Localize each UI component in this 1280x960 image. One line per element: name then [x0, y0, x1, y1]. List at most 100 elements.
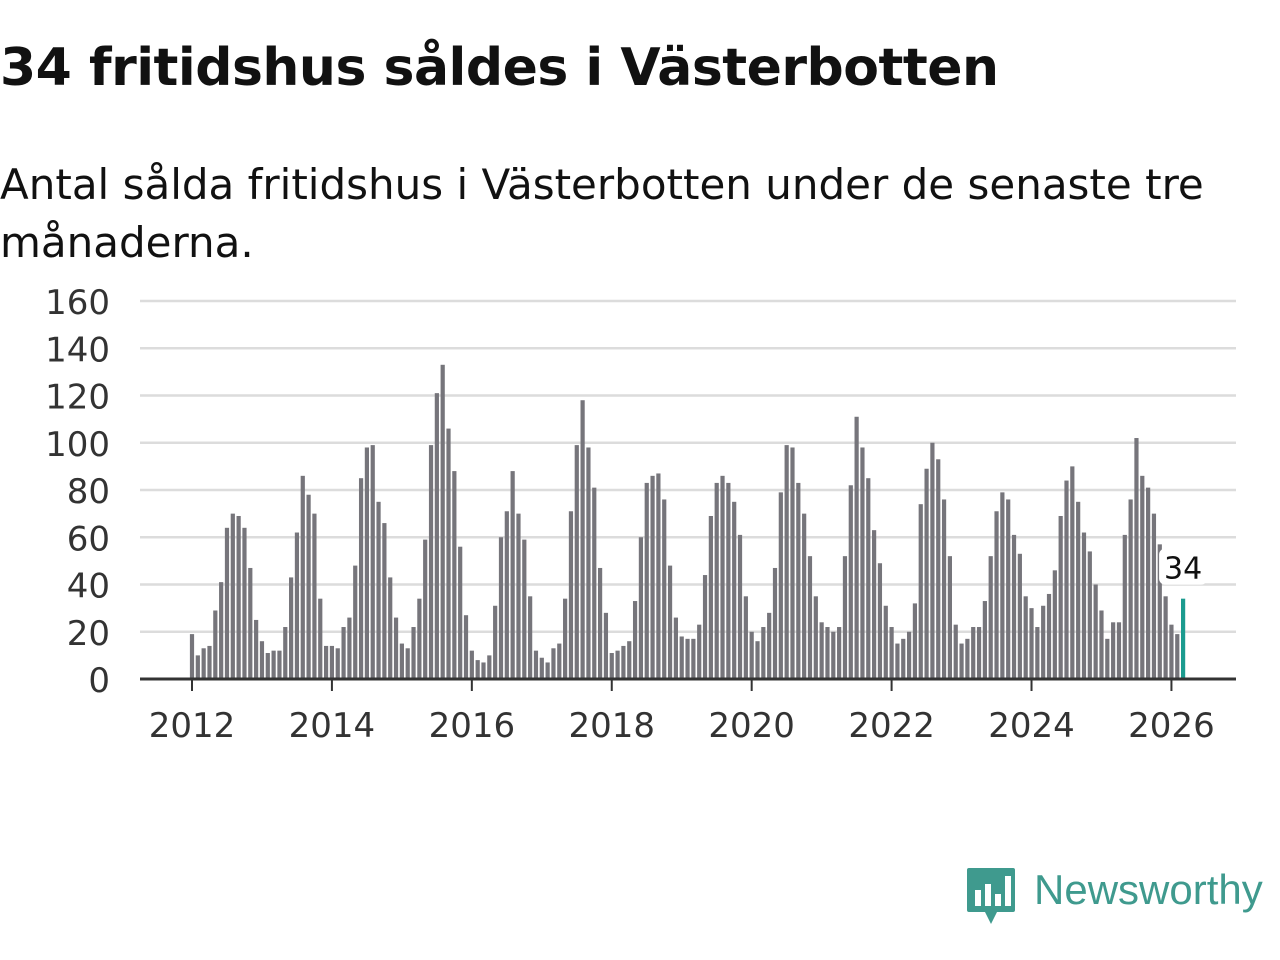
bar — [230, 513, 235, 680]
bar — [667, 565, 673, 679]
bar — [312, 513, 317, 680]
bar — [603, 612, 609, 679]
bar — [767, 612, 772, 679]
bar — [1151, 513, 1157, 680]
value-label-bg — [1159, 548, 1208, 585]
x-tick-label: 2014 — [289, 706, 376, 746]
bar — [1116, 622, 1122, 679]
bar — [673, 617, 678, 679]
y-tick-label: 100 — [45, 425, 110, 465]
bar — [714, 482, 719, 679]
bar — [353, 565, 358, 679]
bar — [807, 556, 813, 679]
bar — [242, 527, 247, 679]
bar — [510, 471, 515, 679]
bar — [592, 487, 597, 679]
bar — [609, 653, 614, 679]
bar — [1011, 534, 1017, 679]
bar — [335, 648, 340, 679]
bar-highlight — [1181, 598, 1186, 679]
bar — [755, 641, 760, 679]
bar — [1169, 624, 1174, 679]
brand-name: Newsworthy — [1034, 866, 1263, 913]
bar — [947, 556, 952, 679]
bar — [848, 485, 853, 679]
bar — [528, 596, 533, 679]
bar — [889, 627, 894, 679]
bar — [772, 567, 778, 679]
bar — [924, 468, 929, 679]
bar — [732, 501, 737, 679]
bar — [254, 619, 259, 679]
bar — [1070, 466, 1075, 680]
bar — [294, 532, 300, 679]
bar — [1000, 492, 1005, 679]
y-tick-label: 40 — [67, 567, 110, 607]
bar — [277, 650, 282, 679]
bar — [399, 643, 404, 679]
bar — [341, 627, 346, 679]
bar — [1052, 570, 1057, 679]
bar — [440, 364, 445, 679]
bar — [318, 598, 323, 679]
bar — [749, 631, 754, 679]
bar — [417, 598, 422, 679]
bar — [1058, 515, 1063, 679]
bar — [685, 638, 690, 679]
bar — [819, 622, 824, 679]
bar — [743, 596, 748, 679]
bar — [825, 627, 830, 679]
bar — [895, 643, 900, 679]
bar — [259, 641, 265, 679]
y-axis: 0 20 40 60 80 100 120 140 160 — [45, 283, 110, 701]
bar — [813, 596, 818, 679]
bar — [656, 473, 661, 679]
bar — [446, 428, 451, 679]
bar — [778, 492, 783, 679]
bar — [976, 627, 982, 679]
bar — [1076, 501, 1081, 679]
newsworthy-logo-icon — [967, 868, 1015, 924]
bar — [627, 641, 632, 679]
bar — [463, 615, 469, 679]
bar — [941, 499, 947, 679]
x-tick-label: 2022 — [848, 706, 935, 746]
bar — [953, 624, 958, 679]
y-tick-label: 160 — [45, 283, 110, 323]
bar — [458, 546, 463, 679]
bar — [726, 482, 731, 679]
bar — [224, 527, 230, 679]
bar — [423, 539, 428, 679]
bar — [557, 643, 562, 679]
bar — [300, 475, 305, 679]
x-tick-label: 2016 — [429, 706, 516, 746]
bar — [586, 447, 591, 679]
bar — [493, 605, 498, 679]
bar — [1157, 544, 1162, 679]
bar — [545, 662, 550, 679]
bar — [883, 605, 888, 679]
bar — [323, 645, 329, 679]
bar — [615, 650, 620, 679]
bar — [219, 582, 224, 679]
bar — [207, 645, 212, 679]
bar — [842, 556, 848, 679]
brand-logo: Newsworthy — [962, 864, 1280, 928]
bar — [236, 515, 241, 679]
bar — [411, 627, 416, 679]
bar — [1087, 551, 1092, 679]
bar — [201, 648, 206, 679]
bar — [737, 534, 743, 679]
bar — [662, 499, 667, 679]
bar — [1140, 475, 1145, 679]
x-tick-label: 2020 — [708, 706, 795, 746]
x-tick-label: 2012 — [149, 706, 236, 746]
bar — [761, 627, 766, 679]
bar — [1035, 627, 1040, 679]
bar — [796, 482, 801, 679]
bar — [1146, 487, 1151, 679]
bar — [697, 624, 702, 679]
bar — [487, 655, 492, 680]
bar — [901, 638, 906, 679]
